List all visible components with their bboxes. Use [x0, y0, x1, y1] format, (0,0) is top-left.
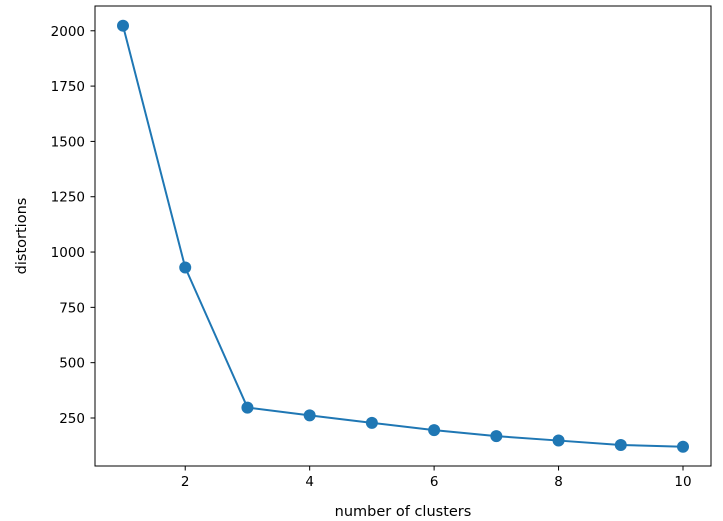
data-point	[614, 438, 627, 451]
y-axis-label: distortions	[14, 198, 30, 275]
y-tick-label: 750	[59, 300, 85, 316]
y-tick-label: 1750	[51, 79, 85, 95]
x-tick-label: 2	[181, 474, 190, 490]
x-tick-label: 10	[674, 474, 691, 490]
y-tick-label: 250	[59, 411, 85, 427]
data-point	[117, 19, 129, 32]
data-point	[303, 409, 316, 422]
data-point	[179, 261, 192, 274]
y-tick-label: 2000	[51, 24, 85, 40]
data-point	[428, 424, 441, 437]
x-tick-label: 8	[554, 474, 563, 490]
plot-frame	[94, 5, 712, 467]
x-tick-label: 6	[430, 474, 439, 490]
y-axis-ticks: 250 500 750 1000 1250 1500 1750 2000	[51, 24, 95, 427]
data-point	[490, 430, 503, 443]
y-tick-label: 1000	[51, 245, 85, 261]
data-point	[677, 440, 689, 453]
y-tick-label: 500	[59, 356, 85, 372]
y-tick-label: 1500	[51, 134, 85, 150]
series-line	[122, 25, 684, 448]
x-axis-ticks: 2 4 6 8 10	[181, 466, 692, 490]
plot-series	[117, 19, 689, 453]
x-tick-label: 4	[305, 474, 314, 490]
data-point	[365, 416, 378, 429]
data-point	[241, 401, 254, 414]
data-point	[552, 434, 565, 447]
y-tick-label: 1250	[51, 190, 85, 206]
x-axis-label: number of clusters	[335, 504, 472, 520]
